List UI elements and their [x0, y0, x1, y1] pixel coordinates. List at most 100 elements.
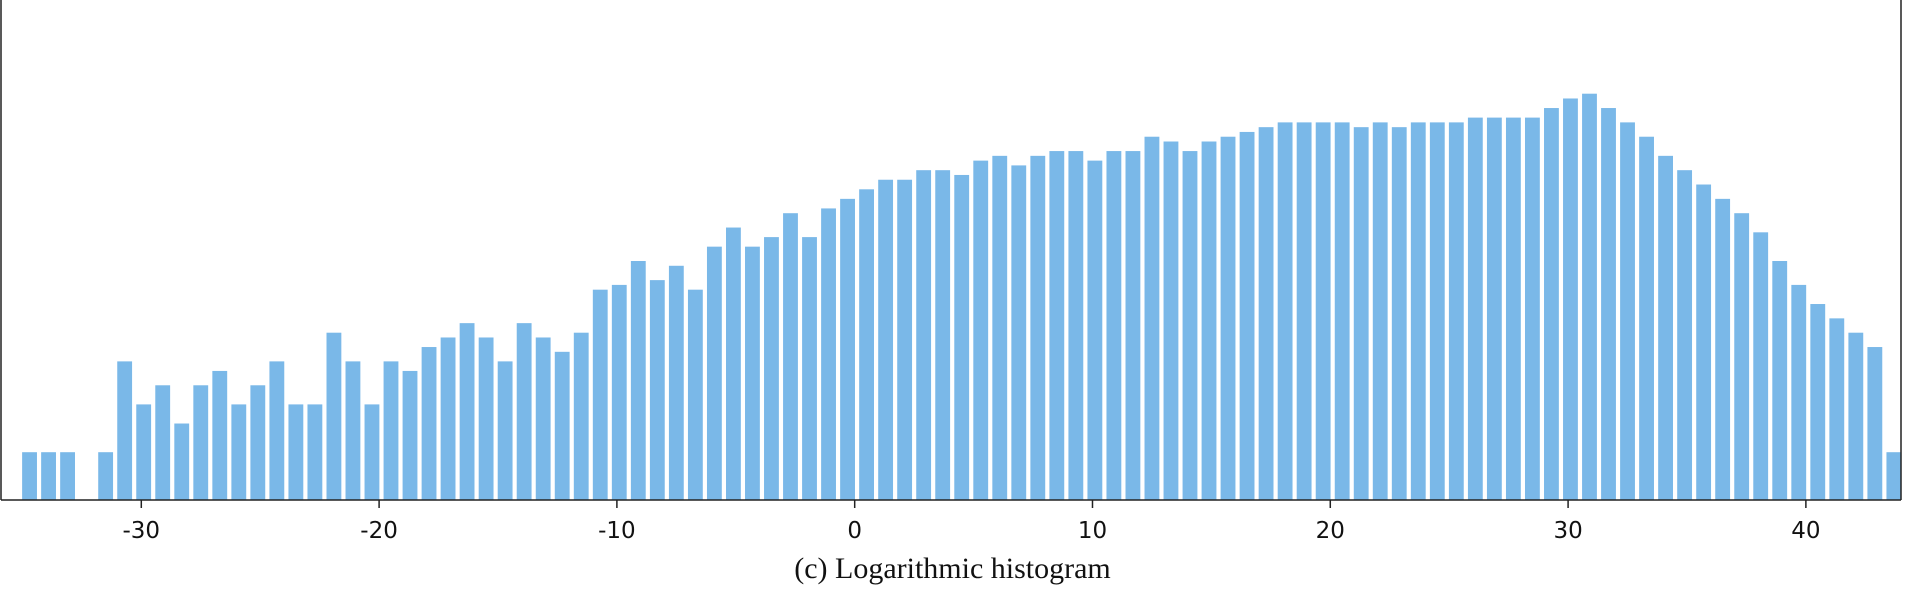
histogram-bar	[1677, 170, 1692, 500]
histogram-bar	[1753, 232, 1768, 500]
histogram-bar	[878, 180, 893, 500]
histogram-bar	[212, 371, 227, 500]
histogram-bar	[593, 290, 608, 500]
histogram-bar	[1696, 185, 1711, 500]
histogram-bar	[1867, 347, 1882, 500]
histogram-bar	[612, 285, 627, 500]
histogram-bar	[1011, 165, 1026, 500]
histogram-bar	[98, 452, 113, 500]
x-tick-label: 40	[1791, 518, 1820, 544]
histogram-bar	[136, 404, 151, 500]
x-ticks-group: -30 -20 -10 0 10 20 30 40	[123, 500, 1821, 544]
histogram-bar	[174, 424, 189, 500]
histogram-bar	[1316, 122, 1331, 500]
histogram-bar	[1563, 98, 1578, 500]
histogram-bar	[498, 361, 513, 500]
histogram-bar	[327, 333, 342, 500]
histogram-bar	[517, 323, 532, 500]
histogram-bar	[1373, 122, 1388, 500]
histogram-bar	[764, 237, 779, 500]
histogram-bar	[859, 189, 874, 500]
histogram-bar	[1658, 156, 1673, 500]
histogram-bar	[1506, 118, 1521, 500]
x-tick-label: 20	[1316, 518, 1345, 544]
histogram-bar	[1164, 142, 1179, 501]
x-tick-label: 0	[847, 518, 862, 544]
histogram-bar	[1049, 151, 1064, 500]
histogram-bar	[422, 347, 437, 500]
histogram-bar	[1221, 137, 1236, 500]
histogram-bar	[384, 361, 399, 500]
histogram-bar	[1582, 94, 1597, 500]
histogram-bar	[802, 237, 817, 500]
histogram-bar	[1240, 132, 1255, 500]
histogram-bar	[821, 208, 836, 500]
histogram-bar	[22, 452, 37, 500]
histogram-bar	[1886, 452, 1901, 500]
histogram-bar	[707, 247, 722, 500]
histogram-bar	[916, 170, 931, 500]
x-tick-label: -20	[360, 518, 398, 544]
histogram-bar	[1772, 261, 1787, 500]
histogram-bar	[1601, 108, 1616, 500]
histogram-bar	[307, 404, 322, 500]
histogram-bar	[954, 175, 969, 500]
histogram-bar	[897, 180, 912, 500]
bars-group	[22, 94, 1901, 500]
x-tick-label: -30	[123, 518, 161, 544]
histogram-bar	[460, 323, 475, 500]
histogram-bar	[346, 361, 361, 500]
histogram-bar	[250, 385, 265, 500]
histogram-bar	[1430, 122, 1445, 500]
x-tick-label: -10	[598, 518, 636, 544]
histogram-bar	[973, 161, 988, 500]
histogram-bar	[840, 199, 855, 500]
histogram-bar	[1791, 285, 1806, 500]
figure-caption: (c) Logarithmic histogram	[0, 552, 1905, 586]
histogram-bar	[1848, 333, 1863, 500]
histogram-bar	[1183, 151, 1198, 500]
histogram-bar	[1087, 161, 1102, 500]
histogram-bar	[193, 385, 208, 500]
histogram-bar	[288, 404, 303, 500]
histogram-bar	[1734, 213, 1749, 500]
histogram-bar	[745, 247, 760, 500]
histogram-bar	[1468, 118, 1483, 500]
x-tick-label: 10	[1078, 518, 1107, 544]
histogram-bar	[1126, 151, 1141, 500]
histogram-bar	[231, 404, 246, 500]
histogram-bar	[1335, 122, 1350, 500]
histogram-bar	[726, 228, 741, 500]
histogram-bar	[536, 337, 551, 500]
histogram-bar	[1030, 156, 1045, 500]
histogram-bar	[155, 385, 170, 500]
histogram-bar	[60, 452, 75, 500]
histogram-bar	[403, 371, 418, 500]
histogram-bar	[1525, 118, 1540, 500]
histogram-bar	[1259, 127, 1274, 500]
histogram-bar	[1354, 127, 1369, 500]
histogram-bar	[650, 280, 665, 500]
histogram-bar	[992, 156, 1007, 500]
histogram-bar	[269, 361, 284, 500]
histogram-bar	[1278, 122, 1293, 500]
histogram-bar	[1829, 318, 1844, 500]
histogram-bar	[1620, 122, 1635, 500]
histogram-bar	[1068, 151, 1083, 500]
histogram-bar	[1715, 199, 1730, 500]
histogram-bar	[41, 452, 56, 500]
histogram-bar	[631, 261, 646, 500]
histogram-bar	[935, 170, 950, 500]
histogram-bar	[1487, 118, 1502, 500]
histogram-bar	[117, 361, 132, 500]
x-tick-label: 30	[1553, 518, 1582, 544]
histogram-bar	[1145, 137, 1160, 500]
histogram-bar	[1106, 151, 1121, 500]
histogram-bar	[479, 337, 494, 500]
histogram-bar	[574, 333, 589, 500]
histogram-bar	[1810, 304, 1825, 500]
histogram-bar	[669, 266, 684, 500]
histogram-bar	[1449, 122, 1464, 500]
histogram-bar	[365, 404, 380, 500]
histogram-bar	[1411, 122, 1426, 500]
